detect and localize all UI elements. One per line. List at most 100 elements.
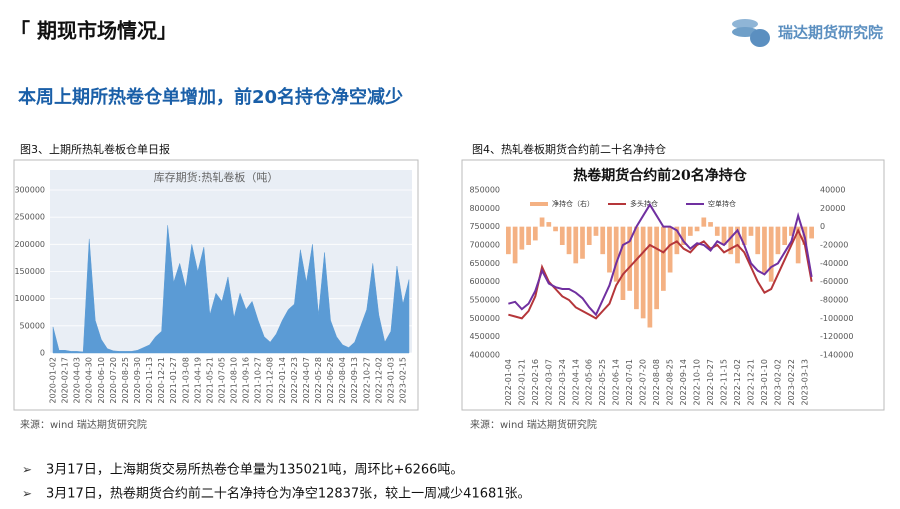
bar xyxy=(539,217,545,227)
headline: 本周上期所热卷仓单增加，前20名持仓净空减少 xyxy=(18,86,403,108)
x-tick-label: 2022-02-16 xyxy=(531,359,540,406)
bar xyxy=(647,226,653,328)
x-tick-label: 2021-08-10 xyxy=(230,357,239,404)
bar xyxy=(762,226,767,273)
y2-tick-label: -100000 xyxy=(820,314,853,323)
bar xyxy=(519,226,525,250)
x-tick-label: 2021-07-05 xyxy=(217,357,226,404)
x-tick-label: 2022-11-15 xyxy=(720,359,729,406)
bar xyxy=(506,226,511,255)
x-tick-label: 2022-10-27 xyxy=(362,357,371,404)
y2-tick-label: -120000 xyxy=(820,332,853,341)
bar xyxy=(748,226,754,236)
y-tick-label: 650000 xyxy=(469,259,500,268)
x-tick-label: 2022-04-07 xyxy=(302,357,311,404)
bar xyxy=(708,222,713,227)
y-tick-label: 200000 xyxy=(14,240,45,249)
source: 来源：wind 瑞达期货研究院 xyxy=(20,418,147,431)
x-tick-label: 2022-12-02 xyxy=(733,359,742,406)
bar xyxy=(661,226,666,291)
y-tick-label: 400000 xyxy=(469,351,500,360)
legend-swatch xyxy=(530,202,548,206)
line xyxy=(508,202,813,317)
x-tick-label: 2021-12-08 xyxy=(266,357,275,404)
x-tick-label: 2022-08-04 xyxy=(338,357,347,404)
bar xyxy=(714,226,720,236)
x-tick-label: 2021-03-08 xyxy=(181,357,190,404)
y-tick-label: 850000 xyxy=(469,186,500,195)
x-tick-label: 2023-03-13 xyxy=(800,359,809,406)
bullet-icon: ➢ xyxy=(22,463,32,477)
plot-area xyxy=(505,170,815,355)
bar xyxy=(640,226,646,319)
bar xyxy=(593,226,599,236)
page-title: 「 期现市场情况」 xyxy=(10,19,177,43)
x-tick-label: 2022-01-14 xyxy=(278,357,287,404)
bar xyxy=(620,226,626,300)
bullet: 3月17日，上海期货交易所热卷仓单量为135021吨，周环比+6266吨。 xyxy=(46,462,463,478)
y2-tick-label: -20000 xyxy=(820,241,848,250)
x-tick-label: 2022-03-24 xyxy=(558,359,567,406)
figure-caption: 图4、热轧卷板期货合约前二十名净持仓 xyxy=(472,142,666,156)
x-tick-label: 2022-01-21 xyxy=(517,359,526,406)
y2-tick-label: 20000 xyxy=(820,204,845,213)
bar xyxy=(721,226,727,245)
bar xyxy=(667,226,673,273)
x-tick-label: 2023-01-10 xyxy=(760,359,769,406)
logo: 瑞达期货研究院 xyxy=(732,19,883,47)
y-tick-label: 250000 xyxy=(14,213,45,222)
bar xyxy=(566,226,572,255)
x-tick-label: 2022-12-21 xyxy=(746,359,755,406)
x-tick-label: 2022-07-20 xyxy=(639,359,648,406)
bar xyxy=(526,226,531,245)
bar xyxy=(607,226,612,273)
y-tick-label: 300000 xyxy=(14,186,45,195)
x-tick-label: 2022-03-07 xyxy=(544,359,553,406)
chart-title: 热卷期货合约前20名净持仓 xyxy=(573,167,747,184)
logo-text: 瑞达期货研究院 xyxy=(778,24,883,42)
x-tick-label: 2022-05-25 xyxy=(598,359,607,406)
x-tick-label: 2022-06-14 xyxy=(612,359,621,406)
bar xyxy=(553,226,558,232)
x-tick-label: 2022-05-28 xyxy=(314,357,323,404)
area xyxy=(52,225,410,354)
x-tick-label: 2020-04-03 xyxy=(73,357,82,404)
y2-tick-label: -60000 xyxy=(820,277,848,286)
bar xyxy=(741,226,747,245)
x-tick-label: 2022-02-23 xyxy=(290,357,299,404)
y-tick-label: 500000 xyxy=(469,314,500,323)
y-tick-label: 800000 xyxy=(469,204,500,213)
x-tick-label: 2022-01-04 xyxy=(504,359,513,406)
x-tick-label: 2021-04-19 xyxy=(193,357,202,404)
y-tick-label: 50000 xyxy=(20,321,45,330)
x-tick-label: 2022-09-13 xyxy=(350,357,359,404)
x-tick-label: 2022-09-14 xyxy=(679,359,688,406)
source: 来源：wind 瑞达期货研究院 xyxy=(470,418,597,431)
bar xyxy=(768,226,774,282)
bar xyxy=(775,226,781,255)
line xyxy=(508,227,813,320)
x-tick-label: 2020-04-30 xyxy=(85,357,94,404)
legend-label: 净持仓（右） xyxy=(552,199,594,208)
bar xyxy=(728,226,734,255)
bar xyxy=(795,226,801,264)
x-tick-label: 2023-02-15 xyxy=(398,357,407,404)
x-tick-label: 2020-08-25 xyxy=(121,357,130,404)
bar xyxy=(755,226,761,255)
x-tick-label: 2020-12-21 xyxy=(157,357,166,404)
x-tick-label: 2023-02-02 xyxy=(773,359,782,406)
x-tick-label: 2021-01-27 xyxy=(169,357,178,404)
bar xyxy=(512,226,518,264)
bar xyxy=(586,226,592,245)
x-tick-label: 2021-10-27 xyxy=(254,357,263,404)
bar xyxy=(634,226,639,310)
x-tick-label: 2021-05-21 xyxy=(205,357,214,404)
bar xyxy=(654,226,659,310)
chart-title: 库存期货:热轧卷板（吨） xyxy=(154,170,279,184)
y2-tick-label: -40000 xyxy=(820,259,848,268)
figure-caption: 图3、上期所热轧卷板仓单日报 xyxy=(20,142,170,156)
x-tick-label: 2020-06-10 xyxy=(97,357,106,404)
x-tick-label: 2020-01-02 xyxy=(49,357,58,404)
bar xyxy=(580,226,585,259)
